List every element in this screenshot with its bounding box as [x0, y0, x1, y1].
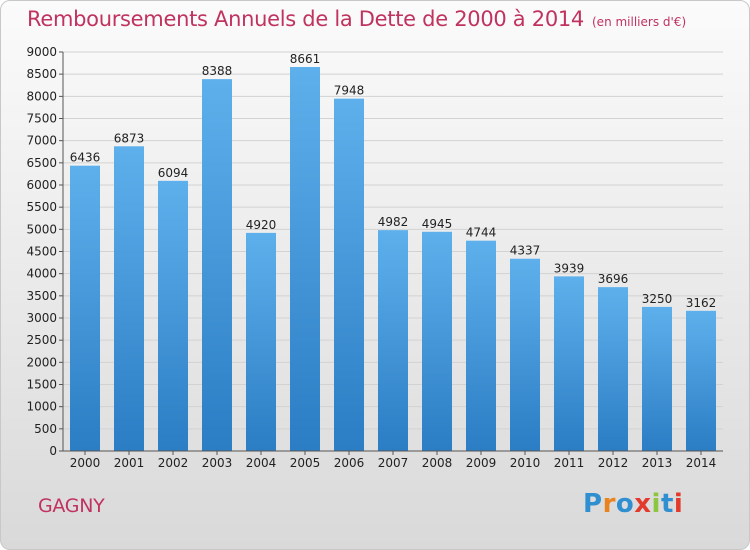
bar: [422, 231, 452, 451]
data-label: 3162: [686, 296, 717, 310]
x-tick-label: 2007: [378, 456, 409, 470]
logo-letter: i: [651, 489, 661, 519]
bar: [290, 67, 320, 452]
proxiti-logo: Proxiti: [583, 489, 683, 519]
y-tick-label: 500: [34, 422, 57, 436]
data-label: 4920: [246, 218, 277, 232]
y-tick-label: 5500: [26, 200, 57, 214]
x-tick-label: 2006: [334, 456, 365, 470]
chart-title-text: Remboursements Annuels de la Dette de 20…: [27, 7, 584, 31]
y-tick-label: 5000: [26, 222, 57, 236]
y-tick-label: 9000: [26, 45, 57, 59]
y-tick-label: 0: [49, 444, 57, 458]
x-tick-label: 2014: [686, 456, 717, 470]
y-tick-label: 2500: [26, 333, 57, 347]
logo-letter: x: [634, 489, 652, 519]
data-label: 4945: [422, 217, 453, 231]
x-tick-label: 2001: [114, 456, 145, 470]
data-label: 4982: [378, 215, 409, 229]
data-label: 8388: [202, 64, 233, 78]
x-tick-label: 2013: [642, 456, 673, 470]
y-tick-label: 1000: [26, 400, 57, 414]
data-labels: 6436 6873 6094 8388 4920 8661 7948 4982 4945 4744…: [70, 52, 717, 310]
data-label: 3250: [642, 292, 673, 306]
bar: [114, 146, 144, 451]
bar: [334, 98, 364, 451]
y-tick-label: 4500: [26, 245, 57, 259]
data-label: 4744: [466, 226, 497, 240]
logo-letter: r: [602, 489, 616, 519]
y-tick-label: 3500: [26, 289, 57, 303]
x-tick-label: 2012: [598, 456, 629, 470]
bar: [158, 180, 188, 451]
bar: [598, 287, 628, 451]
logo-letter: i: [673, 489, 684, 519]
y-tick-label: 1500: [26, 378, 57, 392]
bar: [202, 79, 232, 451]
bar: [554, 276, 584, 451]
x-tick-label: 2010: [510, 456, 541, 470]
x-tick-label: 2000: [70, 456, 101, 470]
y-tick-label: 7000: [26, 134, 57, 148]
data-label: 6094: [158, 166, 189, 180]
y-tick-label: 8500: [26, 67, 57, 81]
bar: [642, 306, 672, 451]
x-tick-label: 2008: [422, 456, 453, 470]
x-tick-label: 2003: [202, 456, 233, 470]
y-tick-label: 6500: [26, 156, 57, 170]
logo-letter: P: [583, 489, 603, 519]
x-tick-label: 2011: [554, 456, 585, 470]
data-label: 6436: [70, 151, 101, 165]
bar: [466, 240, 496, 451]
y-tick-label: 4000: [26, 267, 57, 281]
y-tick-label: 6000: [26, 178, 57, 192]
data-label: 8661: [290, 52, 321, 66]
chart-subtitle: (en milliers d'€): [592, 15, 687, 29]
data-label: 7948: [334, 84, 365, 98]
logo-letter: o: [615, 489, 635, 519]
bar: [70, 165, 100, 452]
data-label: 4337: [510, 244, 541, 258]
bar: [686, 310, 716, 451]
logo-letter: t: [660, 489, 674, 519]
axes: 0 500 1000 1500 2000 2500 3000 3500 4000 4500 5000…: [26, 45, 723, 470]
y-tick-label: 3000: [26, 311, 57, 325]
y-tick-label: 2000: [26, 355, 57, 369]
x-tick-label: 2005: [290, 456, 321, 470]
data-label: 6873: [114, 131, 145, 145]
y-tick-label: 8000: [26, 89, 57, 103]
bars: [70, 67, 716, 452]
bar: [510, 258, 540, 451]
chart-title: Remboursements Annuels de la Dette de 20…: [27, 7, 686, 31]
commune-name: GAGNY: [38, 495, 105, 517]
data-label: 3696: [598, 272, 629, 286]
data-label: 3939: [554, 261, 585, 275]
y-tick-label: 7500: [26, 112, 57, 126]
x-tick-label: 2009: [466, 456, 497, 470]
x-tick-label: 2004: [246, 456, 277, 470]
x-tick-label: 2002: [158, 456, 189, 470]
bar: [246, 232, 276, 451]
bar: [378, 230, 408, 451]
